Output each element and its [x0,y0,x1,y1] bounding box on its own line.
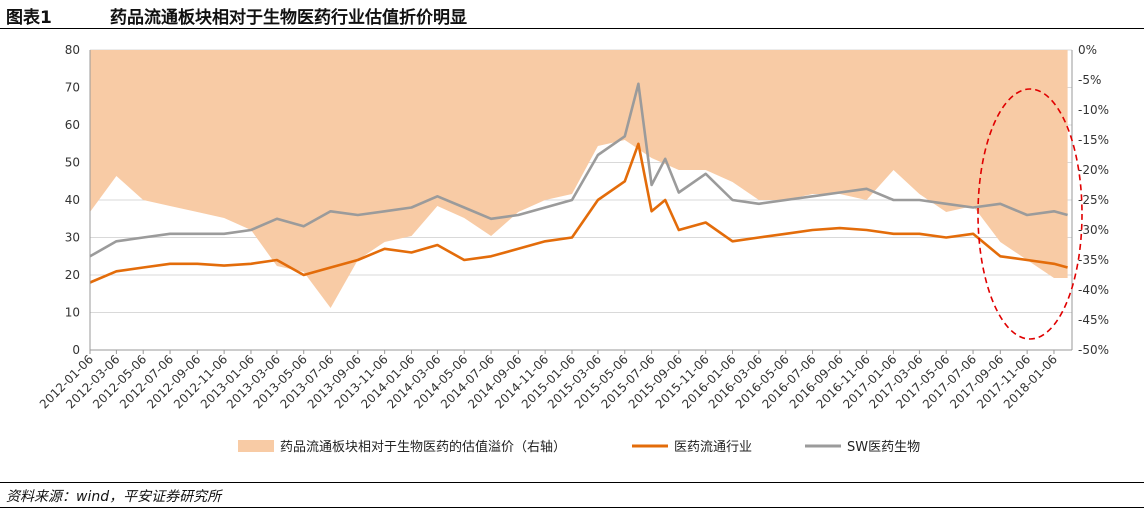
right-tick-label: -45% [1078,313,1109,327]
figure-title: 药品流通板块相对于生物医药行业估值折价明显 [110,8,467,28]
figure-header: 图表1 药品流通板块相对于生物医药行业估值折价明显 [0,0,1144,29]
left-tick-label: 60 [65,118,80,132]
figure-footer: 资料来源：wind，平安证券研究所 [0,482,1144,508]
right-tick-label: -30% [1078,223,1109,237]
chart-legend: 药品流通板块相对于生物医药的估值溢价（右轴） 医药流通行业 SW医药生物 [238,439,920,455]
sw-pharma-line [89,82,1068,258]
left-tick-label: 10 [65,306,80,320]
source-note: 资料来源：wind，平安证券研究所 [6,489,222,505]
right-tick-label: -10% [1078,103,1109,117]
pharma-distribution-line [89,142,1068,284]
left-tick-label: 0 [72,343,80,357]
right-tick-label: -40% [1078,283,1109,297]
highlight-ellipse [977,88,1083,340]
left-tick-label: 20 [65,268,80,282]
left-tick-label: 30 [65,231,80,245]
right-tick-label: -25% [1078,193,1109,207]
right-tick-label: -50% [1078,343,1109,357]
right-tick-label: -15% [1078,133,1109,147]
right-tick-label: -35% [1078,253,1109,267]
premium-area [90,50,1068,308]
legend-label: SW医药生物 [847,440,920,455]
legend-label: 医药流通行业 [674,440,752,455]
legend-label: 药品流通板块相对于生物医药的估值溢价（右轴） [280,439,566,455]
right-tick-label: -5% [1078,73,1101,87]
left-tick-label: 50 [65,156,80,170]
left-tick-label: 80 [65,43,80,57]
figure-number: 图表1 [6,8,52,28]
right-tick-label: -20% [1078,163,1109,177]
legend-swatch-area [238,440,274,452]
left-tick-label: 70 [65,81,80,95]
series-lines-layer [89,82,1068,284]
annotation-layer [977,88,1083,340]
valuation-chart: 0 10 20 30 40 50 60 70 80 0% -5% -10% -15% -20% -25% -3… [37,43,1109,455]
left-tick-label: 40 [65,193,80,207]
premium-area-layer [90,50,1068,308]
right-tick-label: 0% [1078,43,1097,57]
